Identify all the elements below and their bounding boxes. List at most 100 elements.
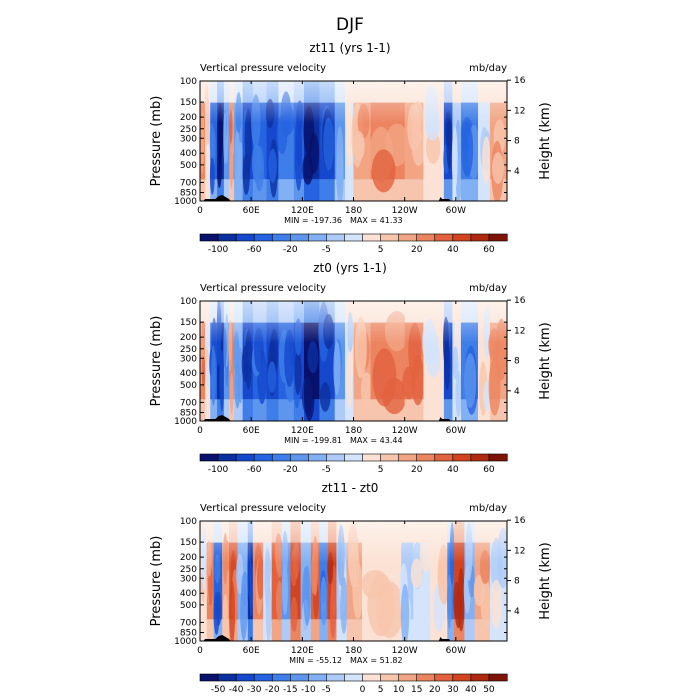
right-tick-label: 4 [514, 167, 520, 177]
y-tick-label: 300 [180, 574, 197, 584]
y-tick-label: 700 [180, 398, 197, 408]
y-tick-label: 1000 [174, 197, 197, 207]
colorbar-box [344, 673, 364, 682]
y-tick-label: 500 [180, 381, 197, 391]
colorbar-box [380, 233, 400, 242]
x-tick-label: 60W [446, 206, 466, 216]
colorbar-box [199, 233, 219, 242]
colorbar-label: 5 [378, 685, 384, 695]
y-tick-label: 850 [180, 629, 197, 639]
y-tick-label: 500 [180, 161, 197, 171]
colorbar-label: -100 [208, 245, 229, 255]
colorbar-label: 40 [447, 465, 459, 475]
right-axis-label: Height (km) [538, 322, 553, 399]
x-tick-label: 120E [291, 646, 314, 656]
colorbar-box [253, 453, 273, 462]
terrain-andes [438, 197, 451, 201]
x-tick-label: 60W [446, 426, 466, 436]
y-tick-label: 850 [180, 409, 197, 419]
y-axis-label: Pressure (mb) [149, 316, 164, 407]
colorbar-box [344, 453, 364, 462]
colorbar-box [488, 453, 508, 462]
right-tick-label: 4 [514, 607, 520, 617]
colorbar-label: -20 [283, 465, 298, 475]
right-subtitle: mb/day [469, 503, 507, 514]
y-tick-label: 200 [180, 333, 197, 343]
y-tick-label: 150 [180, 318, 197, 328]
colorbar-box [362, 233, 382, 242]
right-tick-label: 8 [514, 577, 520, 587]
colorbar-box [380, 453, 400, 462]
colorbar-label: -5 [322, 245, 331, 255]
colorbar-label: -100 [208, 465, 229, 475]
right-subtitle: mb/day [469, 283, 507, 294]
y-tick-label: 700 [180, 618, 197, 628]
colorbar-box [452, 453, 472, 462]
colorbar-box [434, 233, 454, 242]
colorbar-box [398, 233, 418, 242]
x-tick-label: 60E [243, 206, 260, 216]
colorbar-box [488, 673, 508, 682]
colorbar-box [271, 673, 291, 682]
right-tick-label: 16 [514, 76, 526, 86]
colorbar-box [416, 233, 436, 242]
colorbar-box [434, 453, 454, 462]
y-tick-label: 150 [180, 98, 197, 108]
y-tick-label: 300 [180, 134, 197, 144]
y-tick-label: 300 [180, 354, 197, 364]
colorbar-label: -5 [322, 465, 331, 475]
colorbar-box [380, 673, 400, 682]
y-tick-label: 200 [180, 553, 197, 563]
right-axis-label: Height (km) [538, 542, 553, 619]
colorbar-box [326, 233, 346, 242]
panel-difference: zt11 - zt0 Vertical pressure velocity mb/d… [149, 481, 553, 695]
x-tick-label: 60E [243, 426, 260, 436]
max-label: MAX = 41.33 [350, 216, 403, 225]
colorbar-box [362, 453, 382, 462]
colorbar-box [434, 673, 454, 682]
colorbar-box [488, 233, 508, 242]
colorbar-label: -60 [247, 465, 262, 475]
right-tick-label: 8 [514, 357, 520, 367]
colorbar-box [398, 453, 418, 462]
colorbar-box [398, 673, 418, 682]
panel-zt11: zt11 (yrs 1-1) Vertical pressure velocity… [149, 41, 553, 255]
x-tick-label: 120W [392, 426, 418, 436]
colorbar-box [470, 453, 490, 462]
colorbar-box [344, 233, 364, 242]
x-tick-label: 180 [345, 426, 362, 436]
y-tick-label: 400 [180, 589, 197, 599]
terrain-andes [438, 637, 451, 641]
y-tick-label: 250 [180, 345, 197, 355]
y-axis-label: Pressure (mb) [149, 536, 164, 627]
field-fade [200, 521, 507, 641]
colorbar-label: 60 [483, 245, 495, 255]
colorbar-box [289, 233, 309, 242]
figure-title: DJF [336, 15, 364, 35]
right-tick-label: 12 [514, 106, 525, 116]
y-tick-label: 100 [180, 77, 197, 87]
right-subtitle: mb/day [469, 63, 507, 74]
colorbar-label: -30 [247, 685, 262, 695]
colorbar-box [289, 673, 309, 682]
x-tick-label: 60E [243, 646, 260, 656]
colorbar-box [416, 453, 436, 462]
colorbar-label: 15 [411, 685, 422, 695]
colorbar-box [271, 233, 291, 242]
right-tick-label: 12 [514, 546, 525, 556]
panel-zt0: zt0 (yrs 1-1) Vertical pressure velocity m… [149, 261, 553, 475]
panel-title: zt11 - zt0 [322, 481, 379, 495]
min-label: MIN = -55.12 [289, 656, 342, 665]
colorbar-label: -15 [283, 685, 298, 695]
y-tick-label: 500 [180, 601, 197, 611]
x-tick-label: 120W [392, 646, 418, 656]
y-tick-label: 400 [180, 369, 197, 379]
left-subtitle: Vertical pressure velocity [200, 63, 326, 74]
colorbar-box [308, 233, 328, 242]
colorbar-box [271, 453, 291, 462]
x-tick-label: 120W [392, 206, 418, 216]
y-tick-label: 1000 [174, 417, 197, 427]
field-fade [200, 81, 507, 201]
x-tick-label: 0 [197, 206, 203, 216]
colorbar-label: 50 [483, 685, 495, 695]
